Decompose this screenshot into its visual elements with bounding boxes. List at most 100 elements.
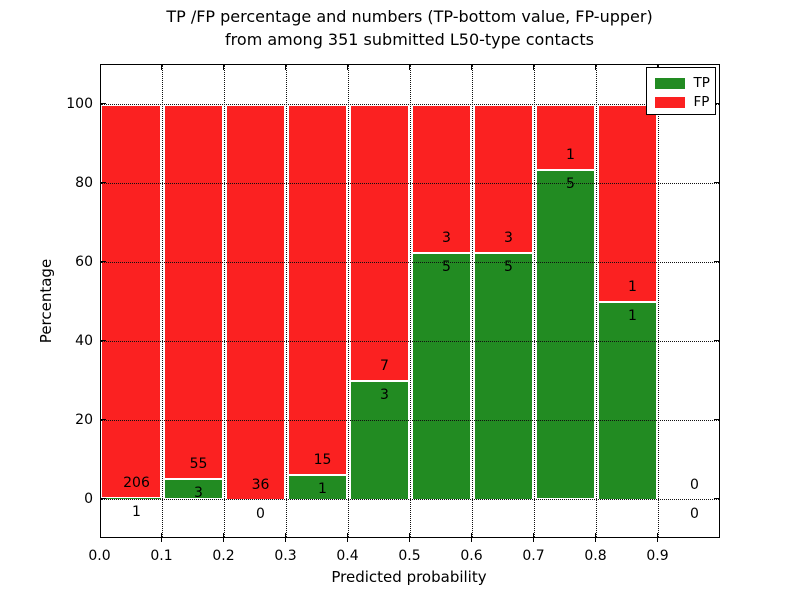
x-axis-tick [594, 533, 597, 542]
grid-line-horizontal [100, 499, 719, 500]
x-axis-tick-top [408, 64, 411, 70]
tp-count-label: 0 [256, 505, 265, 522]
y-axis-tick-right [713, 418, 720, 421]
y-tick-label: 40 [75, 332, 93, 349]
y-tick-label: 100 [66, 95, 93, 112]
grid-line-vertical [658, 65, 659, 537]
bar-segment-fp [101, 104, 161, 498]
grid-line-horizontal [100, 341, 719, 342]
x-axis-tick-top [532, 64, 535, 70]
x-tick-label: 0.6 [460, 548, 483, 564]
y-axis-tick [99, 497, 106, 500]
y-axis-tick [99, 339, 106, 342]
y-tick-label: 80 [75, 174, 93, 191]
y-axis-tick-right [713, 339, 720, 342]
legend-label: FP [693, 93, 710, 110]
fp-count-label: 15 [313, 451, 332, 468]
bar-segment-tp [164, 479, 223, 500]
x-axis-tick [656, 533, 659, 542]
y-axis-tick [99, 102, 106, 105]
tp-count-label: 1 [132, 503, 141, 520]
x-axis-tick-top [594, 64, 597, 70]
tp-count-label: 3 [380, 387, 389, 403]
x-tick-label: 0.9 [646, 548, 669, 564]
x-axis-tick [408, 533, 411, 542]
x-axis-tick-top [222, 64, 225, 70]
grid-line-vertical [534, 65, 535, 537]
legend-swatch-fp [654, 97, 685, 108]
grid-line-vertical [596, 65, 597, 537]
x-tick-label: 0.2 [212, 548, 235, 564]
y-axis-tick-right [713, 102, 720, 105]
legend-item-tp: TP [654, 74, 715, 93]
tp-count-label: 5 [442, 258, 451, 275]
grid-line-horizontal [100, 420, 719, 421]
grid-line-vertical [224, 65, 225, 537]
grid-line-vertical [472, 65, 473, 537]
y-axis-tick-right [713, 181, 720, 184]
legend: TP FP [645, 67, 716, 115]
fp-count-label: 36 [251, 476, 270, 493]
bar-segment-fp [474, 104, 533, 253]
x-axis-tick [470, 533, 473, 542]
fp-count-label: 3 [504, 229, 513, 246]
x-axis-tick-top [160, 64, 163, 70]
bar-segment-tp [598, 302, 657, 500]
x-axis-label: Predicted probability [331, 568, 487, 586]
chart-title: TP /FP percentage and numbers (TP-bottom… [99, 6, 720, 51]
bar-segment-fp [226, 104, 285, 500]
tp-count-label: 1 [318, 480, 327, 497]
y-axis-label: Percentage [37, 258, 55, 344]
fp-count-label: 3 [442, 229, 451, 246]
legend-label: TP [693, 74, 710, 91]
fp-count-label: 7 [380, 358, 389, 374]
y-tick-label: 20 [75, 411, 93, 428]
bar-segment-fp [164, 104, 223, 480]
fp-count-label: 0 [690, 476, 699, 493]
tp-count-label: 0 [690, 505, 699, 522]
grid-line-vertical [348, 65, 349, 537]
x-axis-tick [346, 533, 349, 542]
bar-segment-fp [350, 104, 409, 381]
y-axis-tick-right [713, 497, 720, 500]
bar-segment-tp [474, 252, 533, 500]
y-axis-tick-right [713, 260, 720, 263]
x-tick-label: 0.4 [336, 548, 359, 564]
y-axis-tick [99, 260, 106, 263]
plot-area: TP FP 206 1 55 3 36 0 15 1 7 3 3 5 3 5 1 5 1 1 0 0 [99, 64, 720, 538]
x-axis-tick [532, 533, 535, 542]
x-tick-label: 0.5 [398, 548, 421, 564]
bar-segment-fp [598, 104, 657, 302]
bar-segment-tp [536, 170, 595, 500]
x-tick-label: 0.1 [150, 548, 173, 564]
grid-line-horizontal [100, 104, 719, 105]
legend-swatch-tp [654, 78, 685, 89]
x-tick-label: 0.8 [584, 548, 607, 564]
grid-line-vertical [162, 65, 163, 537]
x-axis-tick [222, 533, 225, 542]
y-axis-tick [99, 418, 106, 421]
bar-segment-fp [412, 104, 471, 253]
grid-line-vertical [410, 65, 411, 537]
bar-segment-fp [536, 104, 595, 171]
fp-count-label: 1 [628, 279, 637, 295]
tp-count-label: 1 [628, 308, 637, 324]
x-tick-label: 0.3 [274, 548, 297, 564]
bar-segment-tp [288, 474, 347, 500]
x-axis-tick [160, 533, 163, 542]
fp-count-label: 206 [123, 474, 150, 491]
bar-segment-tp [412, 252, 471, 500]
tp-count-label: 3 [194, 485, 203, 502]
grid-line-vertical [286, 65, 287, 537]
x-axis-tick-top [284, 64, 287, 70]
chart-title-line-1: TP /FP percentage and numbers (TP-bottom… [166, 7, 653, 26]
y-axis-tick [99, 181, 106, 184]
grid-line-horizontal [100, 262, 719, 263]
tp-count-label: 5 [566, 176, 575, 193]
x-tick-label: 0.0 [88, 548, 111, 564]
bar-segment-fp [288, 104, 347, 475]
legend-item-fp: FP [654, 93, 715, 112]
x-axis-tick-top [346, 64, 349, 70]
fp-count-label: 1 [566, 147, 575, 164]
